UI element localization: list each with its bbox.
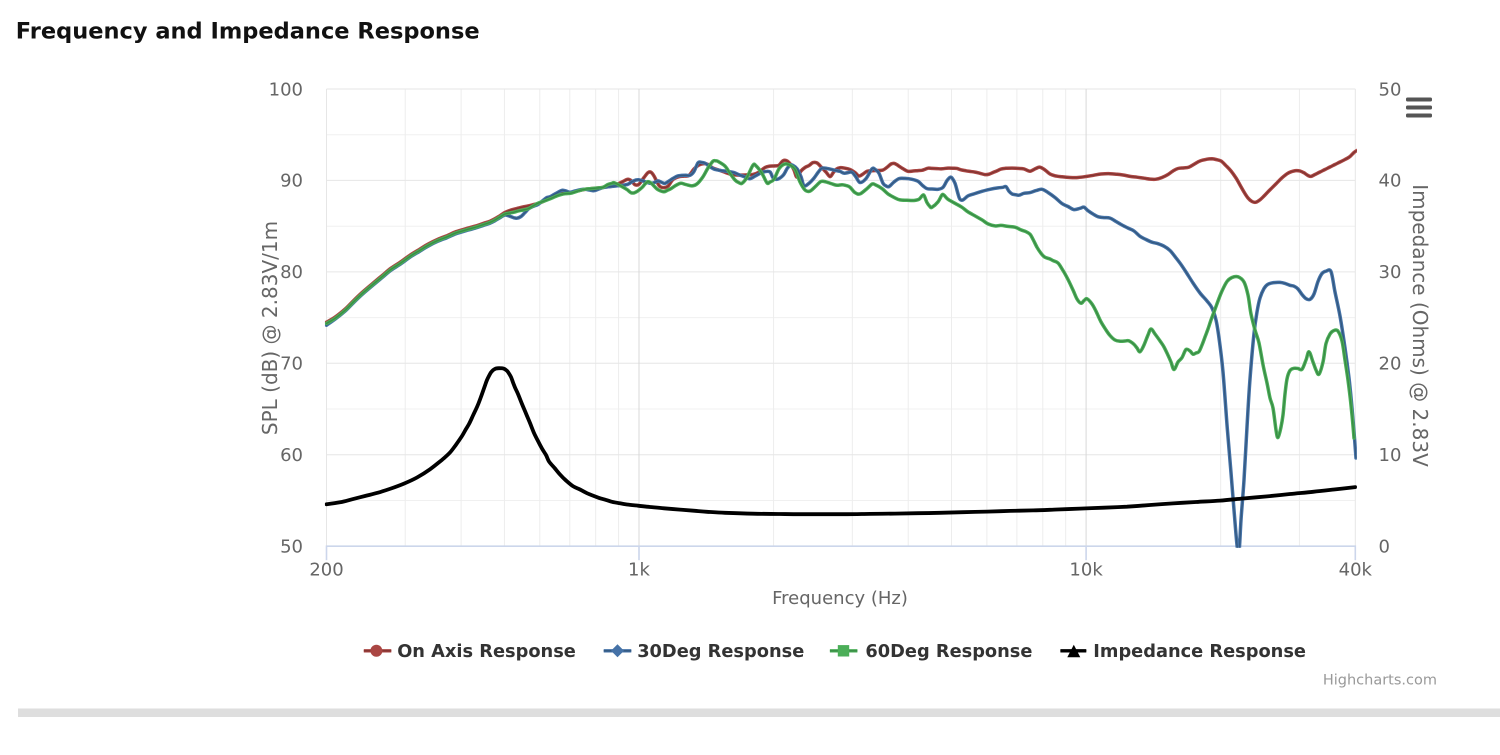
svg-text:20: 20 xyxy=(1379,354,1402,375)
svg-text:70: 70 xyxy=(280,354,303,375)
svg-text:10: 10 xyxy=(1379,445,1402,466)
svg-text:50: 50 xyxy=(280,537,303,558)
svg-text:Impedance (Ohms) @ 2.83V: Impedance (Ohms) @ 2.83V xyxy=(1408,184,1432,467)
svg-text:1k: 1k xyxy=(628,560,650,581)
svg-text:30Deg Response: 30Deg Response xyxy=(637,641,804,662)
svg-text:100: 100 xyxy=(269,79,303,100)
svg-text:50: 50 xyxy=(1379,79,1402,100)
svg-text:40: 40 xyxy=(1379,171,1402,192)
svg-text:200: 200 xyxy=(309,560,343,581)
svg-text:Highcharts.com: Highcharts.com xyxy=(1323,673,1437,689)
svg-text:40k: 40k xyxy=(1339,560,1373,581)
svg-text:30: 30 xyxy=(1379,262,1402,283)
svg-text:60: 60 xyxy=(280,445,303,466)
svg-text:On Axis Response: On Axis Response xyxy=(397,641,576,662)
svg-text:Frequency and Impedance Respon: Frequency and Impedance Response xyxy=(16,19,480,45)
svg-text:60Deg Response: 60Deg Response xyxy=(865,641,1032,662)
svg-text:SPL (dB) @ 2.83V/1m: SPL (dB) @ 2.83V/1m xyxy=(258,221,282,435)
svg-text:80: 80 xyxy=(280,262,303,283)
svg-text:Frequency (Hz): Frequency (Hz) xyxy=(772,588,908,609)
svg-text:Impedance Response: Impedance Response xyxy=(1093,641,1306,662)
svg-text:0: 0 xyxy=(1379,537,1390,558)
svg-text:10k: 10k xyxy=(1069,560,1103,581)
svg-text:90: 90 xyxy=(280,171,303,192)
